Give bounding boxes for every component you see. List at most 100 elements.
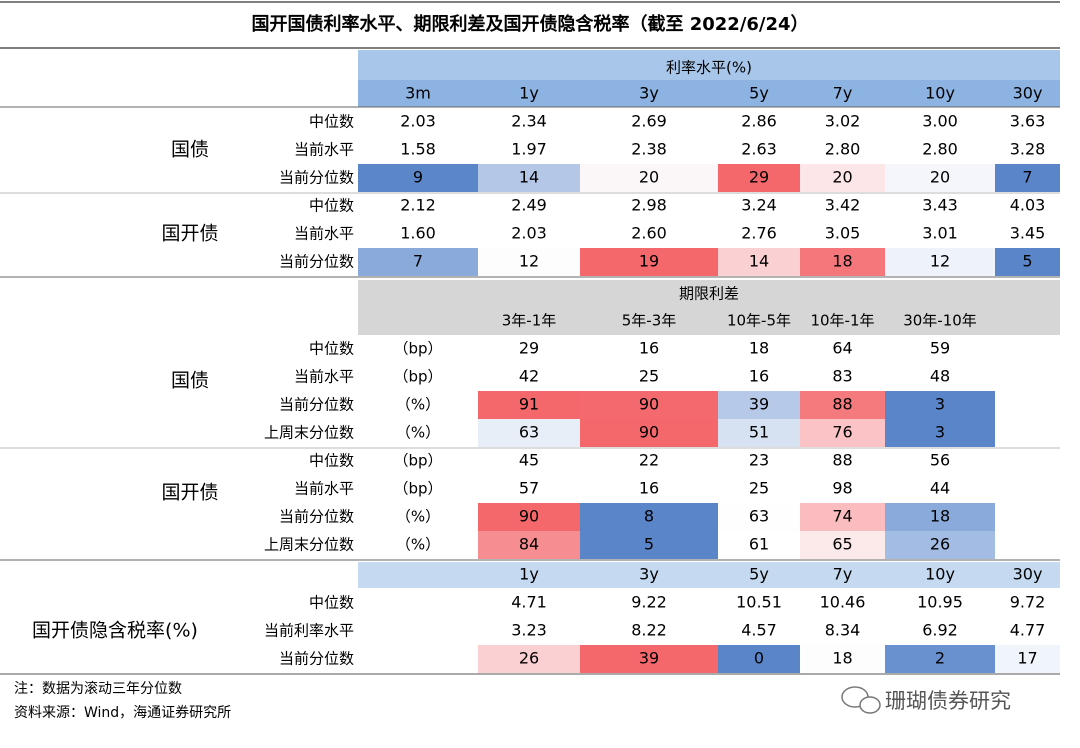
heat-cell: [580, 503, 718, 531]
cell-value: 90: [639, 423, 659, 442]
heat-cell: [718, 531, 800, 559]
heat-cell: [885, 419, 995, 447]
heat-cell: [718, 645, 800, 673]
cell-value: 8: [644, 507, 654, 526]
cell-value: 3.42: [825, 196, 861, 215]
column-header: 10y: [925, 84, 955, 103]
heat-cell: [800, 164, 885, 192]
heat-cell: [885, 645, 995, 673]
column-header: 3m: [405, 84, 431, 103]
cell-value: 51: [749, 423, 769, 442]
column-header: 30y: [1013, 565, 1043, 584]
cell-value: 63: [519, 423, 539, 442]
note: 资料来源：Wind，海通证券研究所: [14, 705, 231, 721]
row-label: 当前利率水平: [264, 622, 354, 640]
cell-value: 12: [930, 252, 950, 271]
cell-value: 25: [749, 479, 769, 498]
heat-cell: [358, 164, 478, 192]
heat-cell: [800, 645, 885, 673]
heat-cell: [478, 164, 580, 192]
unit: （%）: [396, 424, 440, 442]
row-label: 当前分位数: [279, 253, 354, 271]
column-header: 3y: [639, 84, 659, 103]
cell-value: 9.72: [1010, 593, 1046, 612]
cell-value: 2.34: [511, 112, 547, 131]
cell-value: 3.02: [825, 112, 861, 131]
section-header: 利率水平(%): [666, 59, 752, 77]
header-band: [358, 280, 1060, 335]
heat-cell: [580, 645, 718, 673]
heat-cell: [995, 248, 1060, 276]
section-header: 期限利差: [679, 285, 739, 303]
cell-value: 7: [1022, 168, 1032, 187]
heat-cell: [478, 645, 580, 673]
cell-value: 3.05: [825, 224, 861, 243]
cell-value: 26: [930, 535, 950, 554]
cell-value: 16: [639, 339, 659, 358]
unit: （%）: [396, 396, 440, 414]
cell-value: 1.97: [511, 140, 547, 159]
row-label: 上周末分位数: [264, 424, 354, 442]
cell-value: 88: [832, 451, 852, 470]
cell-value: 12: [519, 252, 539, 271]
row-label: 当前水平: [294, 368, 354, 386]
cell-value: 5: [644, 535, 654, 554]
cell-value: 3: [935, 395, 945, 414]
cell-value: 3.23: [511, 621, 547, 640]
cell-value: 2.80: [922, 140, 958, 159]
cell-value: 9.22: [631, 593, 667, 612]
cell-value: 1.60: [400, 224, 436, 243]
cell-value: 39: [639, 649, 659, 668]
cell-value: 2.03: [511, 224, 547, 243]
cell-value: 2.76: [741, 224, 777, 243]
column-header: 10年-5年: [727, 312, 791, 330]
cell-value: 45: [519, 451, 539, 470]
heat-cell: [718, 248, 800, 276]
unit: （bp）: [393, 340, 442, 358]
cell-value: 2.98: [631, 196, 667, 215]
cell-value: 74: [832, 507, 852, 526]
cell-value: 0: [754, 649, 764, 668]
column-header: 1y: [519, 84, 539, 103]
cell-value: 6.92: [922, 621, 958, 640]
cell-value: 18: [832, 649, 852, 668]
cell-value: 16: [639, 479, 659, 498]
column-header: 1y: [519, 565, 539, 584]
cell-value: 1.58: [400, 140, 436, 159]
row-label: 当前水平: [294, 225, 354, 243]
cell-value: 29: [519, 339, 539, 358]
cell-value: 8.22: [631, 621, 667, 640]
column-header: 30年-10年: [903, 312, 977, 330]
title: 国开国债利率水平、期限利差及国开债隐含税率（截至 2022/6/24）: [251, 13, 808, 35]
cell-value: 4.71: [511, 593, 547, 612]
cell-value: 17: [1017, 649, 1037, 668]
cell-value: 39: [749, 395, 769, 414]
column-header: 5年-3年: [622, 312, 677, 330]
column-header: 30y: [1013, 84, 1043, 103]
unit: （bp）: [393, 368, 442, 386]
cell-value: 16: [749, 367, 769, 386]
heat-cell: [718, 503, 800, 531]
row-label: 中位数: [309, 594, 354, 612]
cell-value: 3.63: [1010, 112, 1046, 131]
cell-value: 83: [832, 367, 852, 386]
heat-cell: [580, 248, 718, 276]
column-header: 7y: [833, 565, 853, 584]
row-label: 中位数: [309, 340, 354, 358]
cell-value: 2.03: [400, 112, 436, 131]
cell-value: 18: [832, 252, 852, 271]
cell-value: 59: [930, 339, 950, 358]
cell-value: 10.46: [820, 593, 866, 612]
cell-value: 10.51: [736, 593, 782, 612]
heat-cell: [995, 645, 1060, 673]
cell-value: 29: [749, 168, 769, 187]
cell-value: 3.01: [922, 224, 958, 243]
row-label: 上周末分位数: [264, 536, 354, 554]
header-band: [358, 80, 1060, 107]
row-label: 当前分位数: [279, 169, 354, 187]
cell-value: 26: [519, 649, 539, 668]
cell-value: 3.45: [1010, 224, 1046, 243]
heat-cell: [800, 531, 885, 559]
cell-value: 2: [935, 649, 945, 668]
